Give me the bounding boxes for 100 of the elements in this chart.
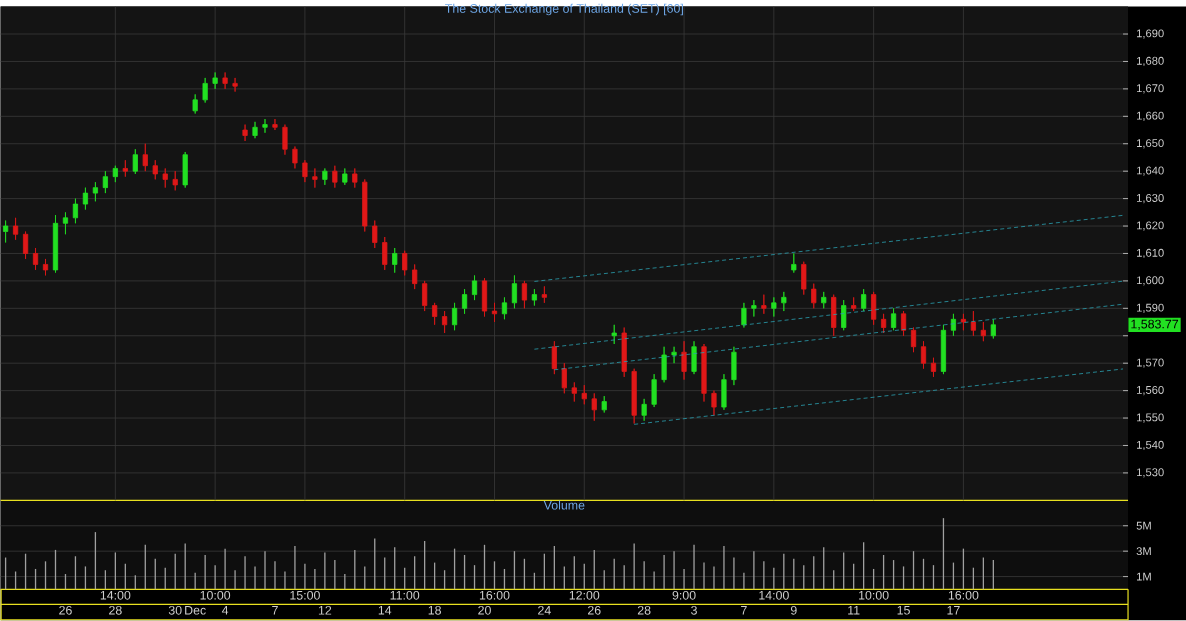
y-tick-label: 1,670 xyxy=(1137,84,1164,94)
candlestick xyxy=(651,373,657,408)
candlestick xyxy=(910,327,917,353)
candlestick xyxy=(182,151,188,189)
candlestick xyxy=(481,277,488,318)
x-tick-label: 14:00 xyxy=(759,590,789,600)
x-tick-label: 30 xyxy=(168,605,182,615)
candlestick xyxy=(661,346,667,383)
candlestick xyxy=(601,395,607,414)
y-tick-label: 1M xyxy=(1137,572,1151,581)
candlestick xyxy=(591,393,597,422)
x-tick-label: 15 xyxy=(897,606,910,615)
candlestick xyxy=(881,313,887,334)
candlestick xyxy=(372,220,378,249)
candlestick xyxy=(312,168,318,189)
x-tick-label: 18 xyxy=(428,605,441,615)
y-tick-label: 1,590 xyxy=(1137,303,1164,314)
candlestick xyxy=(721,373,727,411)
candlestick xyxy=(362,179,368,232)
candlestick xyxy=(851,297,857,312)
candlestick xyxy=(332,165,338,189)
x-tick-label: 26 xyxy=(587,605,601,615)
candlestick xyxy=(571,382,577,403)
candlestick xyxy=(162,168,168,189)
candlestick xyxy=(551,340,557,375)
x-tick-label: 4 xyxy=(221,606,229,615)
x-tick-label: 28 xyxy=(637,605,651,615)
candlestick xyxy=(631,368,637,424)
candlestick xyxy=(142,143,148,172)
x-tick-label: 10:00 xyxy=(859,590,889,600)
candlestick xyxy=(701,343,707,403)
candlestick xyxy=(791,253,797,274)
chart-title: Volume xyxy=(543,500,585,510)
candlestick xyxy=(232,77,238,93)
candlestick xyxy=(741,302,747,328)
candlestick xyxy=(172,170,178,191)
y-tick-label: 1,530 xyxy=(1137,468,1164,478)
candlestick xyxy=(442,310,448,334)
candlestick xyxy=(272,118,278,131)
candlestick xyxy=(42,258,49,276)
candlestick xyxy=(352,168,358,189)
y-tick-label: 1,640 xyxy=(1137,166,1164,176)
candlestick xyxy=(192,94,198,115)
chart-title: The Stock Exchange of Thailand (SET) [60] xyxy=(445,3,683,16)
candlestick xyxy=(112,165,118,183)
candlestick xyxy=(811,283,817,309)
x-tick-label: 12:00 xyxy=(569,590,600,600)
candlestick xyxy=(781,291,787,312)
candlestick xyxy=(412,264,418,290)
candlestick xyxy=(890,307,897,331)
x-tick-label: 11:00 xyxy=(390,590,420,600)
y-tick-label: 1,660 xyxy=(1137,111,1164,122)
candlestick xyxy=(392,247,398,274)
text: 1,583.77 xyxy=(1131,319,1179,330)
candlestick xyxy=(751,299,757,318)
candlestick xyxy=(432,302,438,326)
candlestick xyxy=(342,168,348,186)
y-tick-label: 5M xyxy=(1136,521,1151,530)
candlestick xyxy=(611,324,617,345)
candlestick xyxy=(32,247,39,271)
x-tick-label: 16:00 xyxy=(479,590,510,600)
candlestick xyxy=(581,384,587,405)
x-tick-label: 16:00 xyxy=(948,590,979,600)
candlestick xyxy=(761,294,767,315)
candlestick xyxy=(222,72,228,90)
candlestick xyxy=(950,313,957,337)
x-tick-label: 26 xyxy=(59,605,72,615)
candlestick xyxy=(930,357,937,378)
candlestick xyxy=(242,124,248,142)
candlestick xyxy=(541,286,547,304)
candlestick xyxy=(302,159,308,183)
y-tick-label: 1,600 xyxy=(1137,276,1164,286)
candlestick xyxy=(501,297,508,320)
candlestick xyxy=(62,211,69,235)
y-tick-label: 1,650 xyxy=(1137,139,1164,149)
y-tick-label: 1,630 xyxy=(1137,194,1164,204)
candlestick xyxy=(521,280,528,309)
x-tick-label: 24 xyxy=(538,606,551,615)
candlestick xyxy=(422,280,428,312)
x-tick-label: 9 xyxy=(790,605,797,615)
candlestick xyxy=(122,159,128,178)
candlestick xyxy=(731,346,737,386)
y-tick-label: 1,540 xyxy=(1137,440,1164,451)
candlestick xyxy=(990,318,996,339)
candlestick xyxy=(531,288,537,307)
y-tick-label: 3M xyxy=(1136,547,1151,556)
candlestick xyxy=(322,168,328,186)
x-tick-label: 28 xyxy=(109,605,122,615)
y-tick-label: 1,560 xyxy=(1137,386,1164,396)
candlestick xyxy=(861,288,867,312)
candlestick xyxy=(3,220,9,243)
candlestick xyxy=(671,346,677,364)
candlestick xyxy=(132,148,138,175)
x-tick-label: 11 xyxy=(848,606,860,615)
candlestick xyxy=(641,398,647,422)
candlestick xyxy=(871,291,877,326)
candlestick xyxy=(691,340,697,375)
candlestick xyxy=(52,214,59,274)
candlestick xyxy=(831,294,837,337)
x-tick-label: 14:00 xyxy=(100,590,131,600)
